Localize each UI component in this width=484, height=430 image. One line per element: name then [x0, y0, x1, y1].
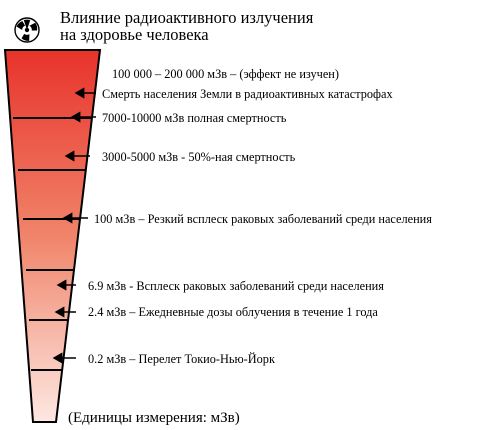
level-label: 0.2 мЗв – Перелет Токио-Нью-Йорк [88, 352, 275, 366]
level-label: Смерть населения Земли в радиоактивных к… [102, 87, 393, 101]
title-line-1: Влияние радиоактивного излучения [60, 8, 314, 27]
level-label: 6.9 мЗв - Всплеск раковых заболеваний ср… [88, 279, 384, 293]
level-label: 3000-5000 мЗв - 50%-ная смертность [102, 150, 296, 164]
units-note: (Единицы измерения: мЗв) [68, 410, 240, 426]
level-label: 2.4 мЗв – Ежедневные дозы облучения в те… [88, 305, 378, 319]
level-label: 7000-10000 мЗв полная смертность [102, 111, 287, 125]
level-label: 100 мЗв – Резкий всплеск раковых заболев… [94, 212, 432, 226]
title-line-2: на здоровье человека [60, 25, 209, 44]
radiation-icon [14, 17, 40, 43]
scale-wedge [3, 49, 102, 423]
diagram-title: Влияние радиоактивного излучения на здор… [60, 9, 313, 43]
level-label: 100 000 – 200 000 мЗв – (эффект не изуче… [112, 67, 339, 81]
